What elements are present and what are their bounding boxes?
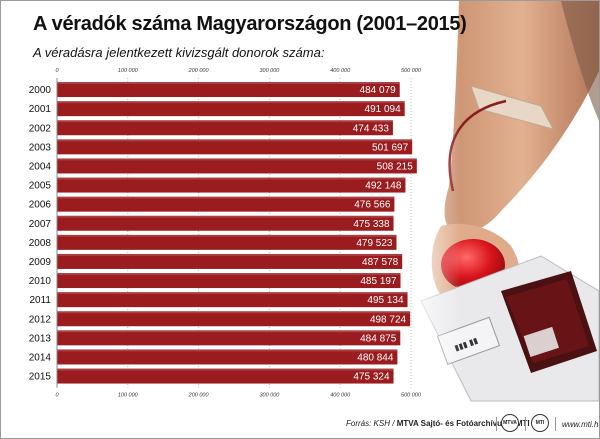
bar-highlight (57, 292, 408, 295)
bar (57, 234, 397, 250)
year-label: 2012 (29, 314, 52, 325)
bar-highlight (57, 158, 417, 161)
bar-highlight (57, 101, 405, 104)
bar (57, 330, 401, 346)
bar (57, 253, 403, 269)
x-tick-label: 300 000 (259, 393, 280, 399)
x-tick-label: 0 (55, 393, 59, 399)
year-label: 2014 (29, 352, 52, 363)
year-label: 2000 (29, 85, 52, 96)
bar (57, 349, 398, 365)
year-label: 2013 (29, 333, 52, 344)
year-label: 2009 (29, 257, 52, 268)
bar (57, 101, 405, 117)
bar (57, 368, 394, 384)
x-tick-label: 500 000 (401, 68, 422, 74)
chart-title: A véradók száma Magyarországon (2001–201… (33, 13, 467, 35)
bar-highlight (57, 273, 401, 276)
value-label: 498 724 (370, 314, 407, 325)
bar (57, 82, 400, 98)
bar (57, 311, 411, 327)
value-label: 474 433 (353, 123, 390, 134)
x-tick-label: 200 000 (188, 68, 210, 74)
bar-highlight (57, 177, 406, 180)
value-label: 492 148 (365, 181, 402, 192)
value-label: 485 197 (360, 276, 397, 287)
bar (57, 215, 394, 231)
bar-highlight (57, 120, 393, 123)
value-label: 495 134 (367, 295, 404, 306)
bar-highlight (57, 196, 395, 199)
x-tick-label: 400 000 (330, 68, 351, 74)
source-credit: Forrás: KSH / MTVA Sajtó- és Fotóarchívu… (346, 419, 530, 428)
value-label: 479 523 (356, 238, 393, 249)
x-tick-label: 400 000 (330, 393, 351, 399)
bar-highlight (57, 82, 400, 85)
x-tick-label: 200 000 (188, 393, 210, 399)
source-archive: MTVA Sajtó- és Fotóarchívum / MTI (396, 419, 530, 428)
value-label: 476 566 (354, 200, 391, 211)
website-link[interactable]: www.mti.hu (562, 420, 600, 429)
year-label: 2006 (29, 200, 52, 211)
value-label: 484 875 (360, 333, 397, 344)
year-label: 2001 (29, 104, 52, 115)
bar (57, 177, 406, 193)
bar (57, 196, 395, 212)
bar-highlight (57, 139, 413, 142)
value-label: 491 094 (365, 104, 402, 115)
footer-divider (496, 417, 497, 431)
footer-divider (555, 417, 556, 431)
mti-logo: MTI (531, 414, 549, 432)
footer-divider (525, 417, 526, 431)
year-label: 2011 (29, 295, 51, 306)
value-label: 508 215 (377, 161, 414, 172)
year-label: 2015 (29, 372, 52, 383)
x-tick-label: 500 000 (401, 393, 422, 399)
value-label: 501 697 (372, 142, 409, 153)
bar-highlight (57, 311, 411, 314)
year-label: 2005 (29, 181, 52, 192)
x-tick-label: 100 000 (118, 393, 139, 399)
value-label: 475 338 (353, 219, 390, 230)
bar-highlight (57, 330, 401, 333)
year-label: 2004 (29, 161, 52, 172)
value-label: 475 324 (353, 372, 390, 383)
bar (57, 273, 401, 289)
bar-highlight (57, 368, 394, 371)
x-tick-label: 300 000 (259, 68, 280, 74)
bar (57, 120, 393, 136)
mtva-logo: MTVA (501, 414, 519, 432)
source-prefix: Forrás: KSH / (346, 419, 397, 428)
year-label: 2007 (29, 219, 52, 230)
bar (57, 292, 408, 308)
bar-highlight (57, 234, 397, 237)
x-tick-label: 0 (55, 68, 59, 74)
year-label: 2002 (29, 123, 52, 134)
chart-subtitle: A véradásra jelentkezett kivizsgált dono… (33, 45, 325, 60)
value-label: 480 844 (357, 352, 394, 363)
bar-highlight (57, 253, 403, 256)
x-tick-label: 100 000 (118, 68, 139, 74)
bar (57, 158, 417, 174)
bar-highlight (57, 349, 398, 352)
bar (57, 139, 413, 155)
value-label: 487 578 (362, 257, 399, 268)
year-label: 2010 (29, 276, 52, 287)
year-label: 2003 (29, 142, 52, 153)
year-label: 2008 (29, 238, 52, 249)
bar-highlight (57, 215, 394, 218)
value-label: 484 079 (360, 85, 397, 96)
